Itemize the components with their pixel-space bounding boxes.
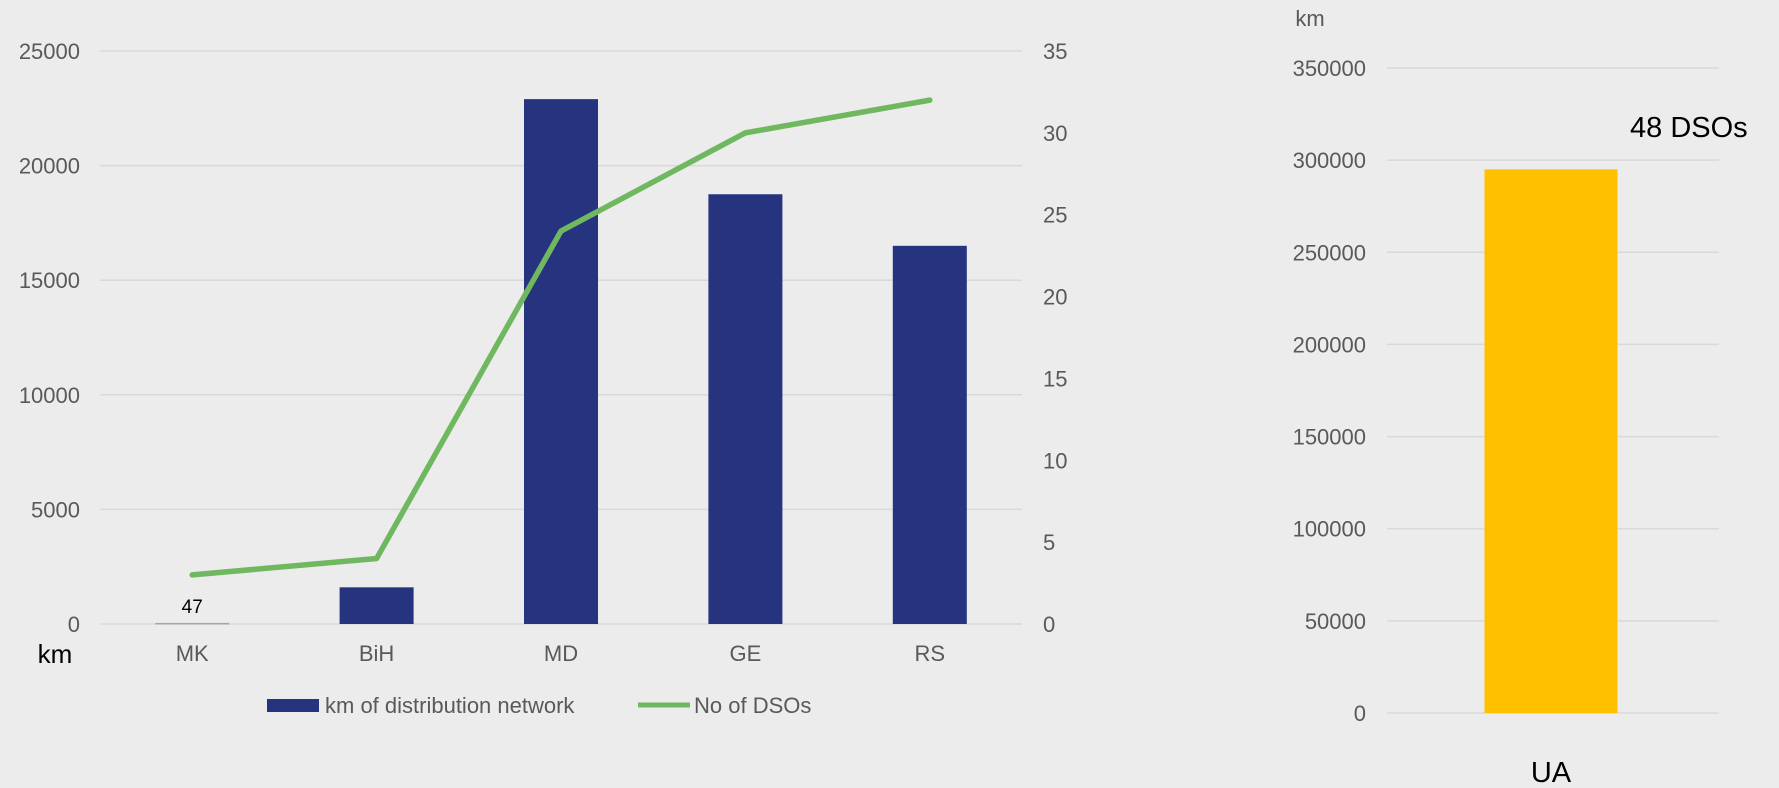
left-y-axis-ticks: 0 5000 10000 15000 20000 25000 bbox=[19, 39, 80, 637]
y2-tick-label: 20 bbox=[1043, 285, 1067, 310]
bar-GE bbox=[708, 194, 783, 624]
y2-tick-label: 35 bbox=[1043, 39, 1067, 64]
right-chart: 0 50000 100000 150000 200000 250000 300000 3500… bbox=[1293, 6, 1748, 788]
bar-BiH bbox=[339, 587, 414, 624]
bar-MD bbox=[524, 99, 598, 624]
legend: km of distribution network No of DSOs bbox=[267, 693, 811, 718]
y2-tick-label: 15 bbox=[1043, 366, 1067, 391]
x-tick-label: UA bbox=[1531, 757, 1572, 788]
right-x-axis-ticks: UA bbox=[1531, 757, 1572, 788]
y2-tick-label: 10 bbox=[1043, 448, 1067, 473]
left-y-axis-label: km bbox=[38, 639, 73, 669]
y-tick-label: 0 bbox=[68, 612, 80, 637]
y-tick-label: 5000 bbox=[31, 497, 80, 522]
dso-annotation: 48 DSOs bbox=[1630, 112, 1748, 144]
left-chart: 0 5000 10000 15000 20000 25000 0 5 10 15 20 25 30 35… bbox=[19, 39, 1068, 718]
legend-swatch-bar bbox=[267, 699, 319, 712]
y-tick-label: 25000 bbox=[19, 39, 80, 64]
y-tick-label: 150000 bbox=[1293, 425, 1366, 450]
right-y-axis-ticks: 0 5 10 15 20 25 30 35 bbox=[1043, 39, 1067, 637]
left-data-labels: 47 bbox=[182, 597, 203, 618]
bar-RS bbox=[892, 245, 967, 624]
y2-tick-label: 25 bbox=[1043, 203, 1067, 228]
y-tick-label: 15000 bbox=[19, 268, 80, 293]
y2-tick-label: 30 bbox=[1043, 121, 1067, 146]
y2-tick-label: 5 bbox=[1043, 530, 1055, 555]
x-tick-label: MD bbox=[544, 641, 578, 666]
y-tick-label: 350000 bbox=[1293, 56, 1366, 81]
y2-tick-label: 0 bbox=[1043, 612, 1055, 637]
bar-UA bbox=[1484, 169, 1618, 713]
y-tick-label: 300000 bbox=[1293, 148, 1366, 173]
y-tick-label: 50000 bbox=[1305, 609, 1366, 634]
y-tick-label: 200000 bbox=[1293, 332, 1366, 357]
x-tick-label: GE bbox=[730, 641, 762, 666]
y-tick-label: 250000 bbox=[1293, 240, 1366, 265]
right-y-axis-label: km bbox=[1295, 6, 1324, 31]
x-tick-label: RS bbox=[915, 641, 946, 666]
left-x-axis-ticks: MK BiH MD GE RS bbox=[176, 641, 945, 666]
y-tick-label: 10000 bbox=[19, 383, 80, 408]
left-bars bbox=[155, 99, 967, 625]
x-tick-label: BiH bbox=[359, 641, 394, 666]
y-tick-label: 100000 bbox=[1293, 517, 1366, 542]
legend-label-bar: km of distribution network bbox=[325, 693, 575, 718]
y-tick-label: 20000 bbox=[19, 154, 80, 179]
legend-label-line: No of DSOs bbox=[694, 693, 811, 718]
right-chart-y-axis-ticks: 0 50000 100000 150000 200000 250000 300000 3500… bbox=[1293, 56, 1366, 726]
dso-line bbox=[189, 97, 933, 578]
x-tick-label: MK bbox=[176, 641, 209, 666]
right-bars bbox=[1484, 169, 1618, 713]
bar-MK bbox=[155, 622, 230, 625]
data-label: 47 bbox=[182, 597, 203, 618]
dso-line-path bbox=[189, 97, 933, 578]
y-tick-label: 0 bbox=[1354, 701, 1366, 726]
